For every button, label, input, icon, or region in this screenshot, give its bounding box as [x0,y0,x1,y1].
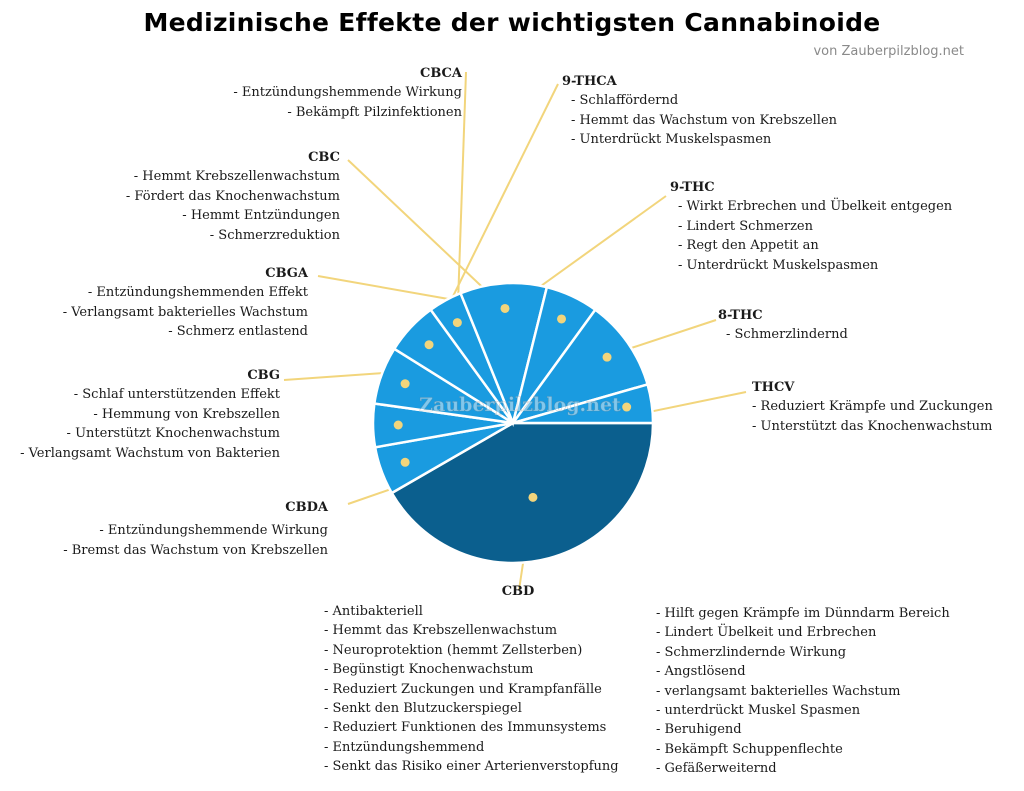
effect: - Entzündungshemmend [324,739,485,755]
label-cbg: CBG - Schlaf unterstützenden Effekt - He… [20,366,280,463]
effect: - Hemmung von Krebszellen [93,406,280,422]
name-8-thc: 8-THC [718,308,763,323]
leader-dot-cbda [622,402,632,412]
name-cbda: CBDA [285,500,328,515]
pie-slice-cbc [458,281,549,428]
credit-text: von Zauberpilzblog.net [813,44,964,59]
leader-dot-thcv [400,457,410,467]
effect: - Hemmt Entzündungen [182,208,340,224]
pie-slice-cbda [512,382,655,425]
name-9-thc: 9-THC [670,180,715,195]
name-cbga: CBGA [265,266,308,281]
effect: - unterdrückt Muskel Spasmen [656,703,861,719]
pie-slices [371,281,655,565]
effect: - Begünstigt Knochenwachstum [324,662,534,678]
effect: - Schmerzlindernd [726,327,848,343]
name-cbc: CBC [308,150,340,165]
cbd-effects-right: - Hilft gegen Krämpfe im Dünndarm Bereic… [656,604,950,779]
effect: - Neuroprotektion (hemmt Zellsterben) [324,642,583,658]
label-cbc: CBC - Hemmt Krebszellenwachstum - Förder… [126,148,340,245]
effect: - Beruhigend [656,722,742,738]
effect: - Hemmt das Krebszellenwachstum [324,623,558,639]
name-cbd: CBD [501,584,535,599]
effect: - Senkt das Risiko einer Arterienverstop… [324,759,619,775]
leader-dot-8-thc [393,420,403,430]
effect: - Unterdrückt Muskelspasmen [678,257,879,273]
effect: - Unterstützt das Knochenwachstum [752,418,993,434]
effect: - Lindert Übelkeit und Erbrechen [656,625,877,641]
effect: - Schlaf unterstützenden Effekt [73,387,280,403]
effect: - Fördert das Knochenwachstum [125,188,340,204]
label-cbda: CBDA - Entzündungshemmende Wirkung - Bre… [63,498,328,560]
effect: - Angstlösend [656,664,746,680]
effect: - Antibakteriell [324,604,423,619]
effect: - Entzündungshemmende Wirkung [233,85,462,101]
leader-dots [393,303,632,502]
effect: - Bekämpft Pilzinfektionen [287,104,462,120]
page-title: Medizinische Effekte der wichtigsten Can… [143,8,881,37]
name-9-thca: 9-THCA [562,74,617,89]
effect: - Bekämpft Schuppenflechte [656,741,843,757]
label-thcv: THCV - Reduziert Krämpfe und Zuckungen -… [752,378,993,436]
effect: - Senkt den Blutzuckerspiegel [324,701,522,717]
leader-line-cbca [456,71,467,323]
effect: - Verlangsamt bakterielles Wachstum [62,304,308,320]
leader-dot-cbd [528,492,538,502]
effect: - Verlangsamt Wachstum von Bakterien [20,445,280,461]
effect: - Schmerz entlastend [168,324,308,340]
watermark: Zauberpilzblog.net [419,394,621,416]
label-9-thc: 9-THC - Wirkt Erbrechen und Übelkeit ent… [670,178,952,275]
effect: - Wirkt Erbrechen und Übelkeit entgegen [678,199,953,215]
effect: - Reduziert Funktionen des Immunsystems [324,720,607,736]
effect: - Gefäßerweiternd [656,761,777,777]
label-8-thc: 8-THC - Schmerzlindernd [718,306,848,345]
leader-dot-cbg [602,352,612,362]
effect: - Hilft gegen Krämpfe im Dünndarm Bereic… [656,606,950,621]
leader-dot-cbga [557,314,567,324]
leader-dot-cbca [452,318,462,328]
effect: - Schmerzlindernde Wirkung [656,644,847,660]
effect: - Unterstützt Knochenwachstum [66,426,280,442]
effect: - Bremst das Wachstum von Krebszellen [63,542,328,558]
pie-slice-cbg [509,307,650,426]
leader-dot-9-thca [424,340,434,350]
effect: - Entzündungshemmende Wirkung [99,523,328,539]
label-cbd: CBD [490,582,546,601]
label-cbga: CBGA - Entzündungshemmenden Effekt - Ver… [63,264,308,342]
effect: - Reduziert Krämpfe und Zuckungen [752,399,993,415]
leader-dot-cbc [500,303,510,313]
name-thcv: THCV [752,380,795,395]
leader-dot-9-thc [400,379,410,389]
effect: - Hemmt das Wachstum von Krebszellen [571,112,838,128]
label-9-thca: 9-THCA - Schlaffördernd - Hemmt das Wach… [562,72,837,150]
label-cbca: CBCA - Entzündungshemmende Wirkung - Bek… [233,64,462,122]
leader-line-cbc [347,159,506,310]
name-cbg: CBG [247,368,280,383]
effect: - Schmerzreduktion [209,227,340,243]
cbd-effects-left: - Antibakteriell - Hemmt das Krebszellen… [324,602,619,777]
effect: - verlangsamt bakterielles Wachstum [656,683,901,699]
effect: - Hemmt Krebszellenwachstum [133,169,340,185]
effect: - Lindert Schmerzen [678,218,813,234]
effect: - Entzündungshemmenden Effekt [87,285,308,301]
effect: - Unterdrückt Muskelspasmen [571,132,772,148]
effect: - Schlaffördernd [571,93,679,109]
pie-slice-cbd [390,421,655,565]
name-cbca: CBCA [419,66,462,81]
effect: - Regt den Appetit an [678,238,819,254]
effect: - Reduziert Zuckungen und Krampfanfälle [324,681,602,697]
